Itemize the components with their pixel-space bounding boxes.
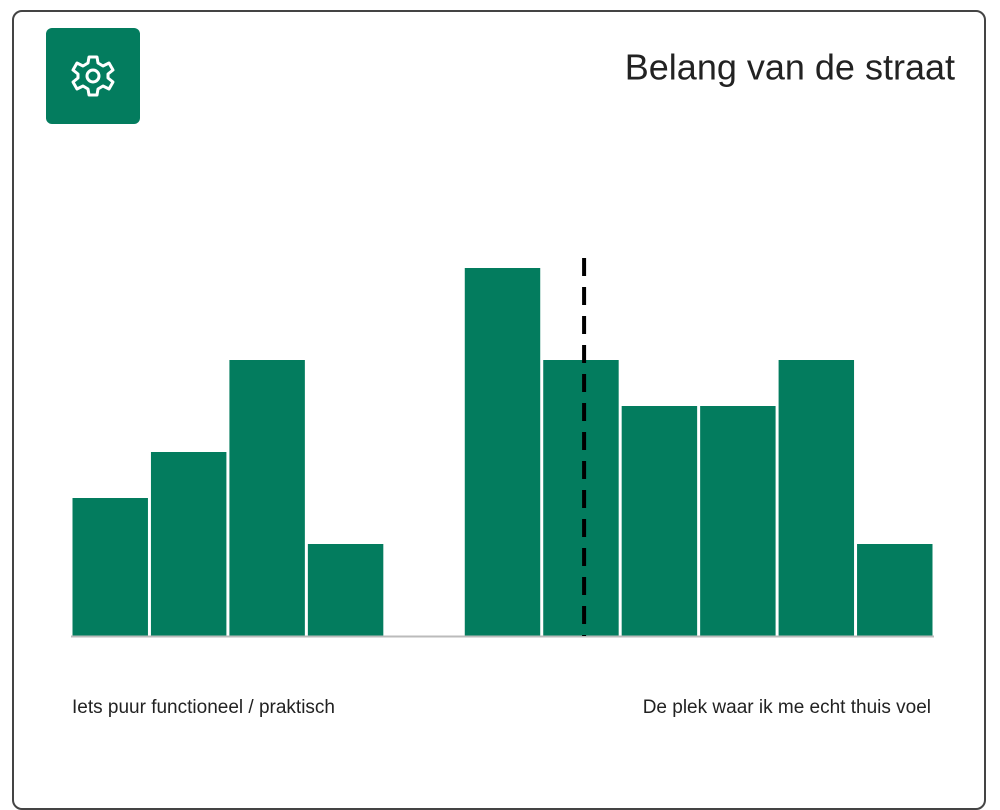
gear-icon[interactable] — [71, 55, 115, 97]
bar — [229, 360, 305, 636]
page: {"chart_data": {"type": "histogram", "ti… — [12, 10, 986, 810]
bar — [72, 498, 148, 636]
bar — [464, 268, 541, 636]
chart-title: Belang van de straat — [625, 47, 955, 88]
chart: Belang van de straat Iets puur functione… — [46, 28, 955, 718]
bar — [857, 544, 933, 636]
bar — [778, 360, 855, 636]
bar — [700, 406, 776, 636]
bar — [621, 406, 698, 636]
left-label: Iets puur functioneel / praktisch — [72, 697, 335, 718]
settings-background[interactable] — [46, 28, 140, 124]
settings-button[interactable] — [46, 28, 140, 124]
bar — [543, 360, 619, 636]
bar — [150, 452, 227, 636]
bar — [307, 544, 384, 636]
right-label: De plek waar ik me echt thuis voel — [643, 697, 931, 718]
